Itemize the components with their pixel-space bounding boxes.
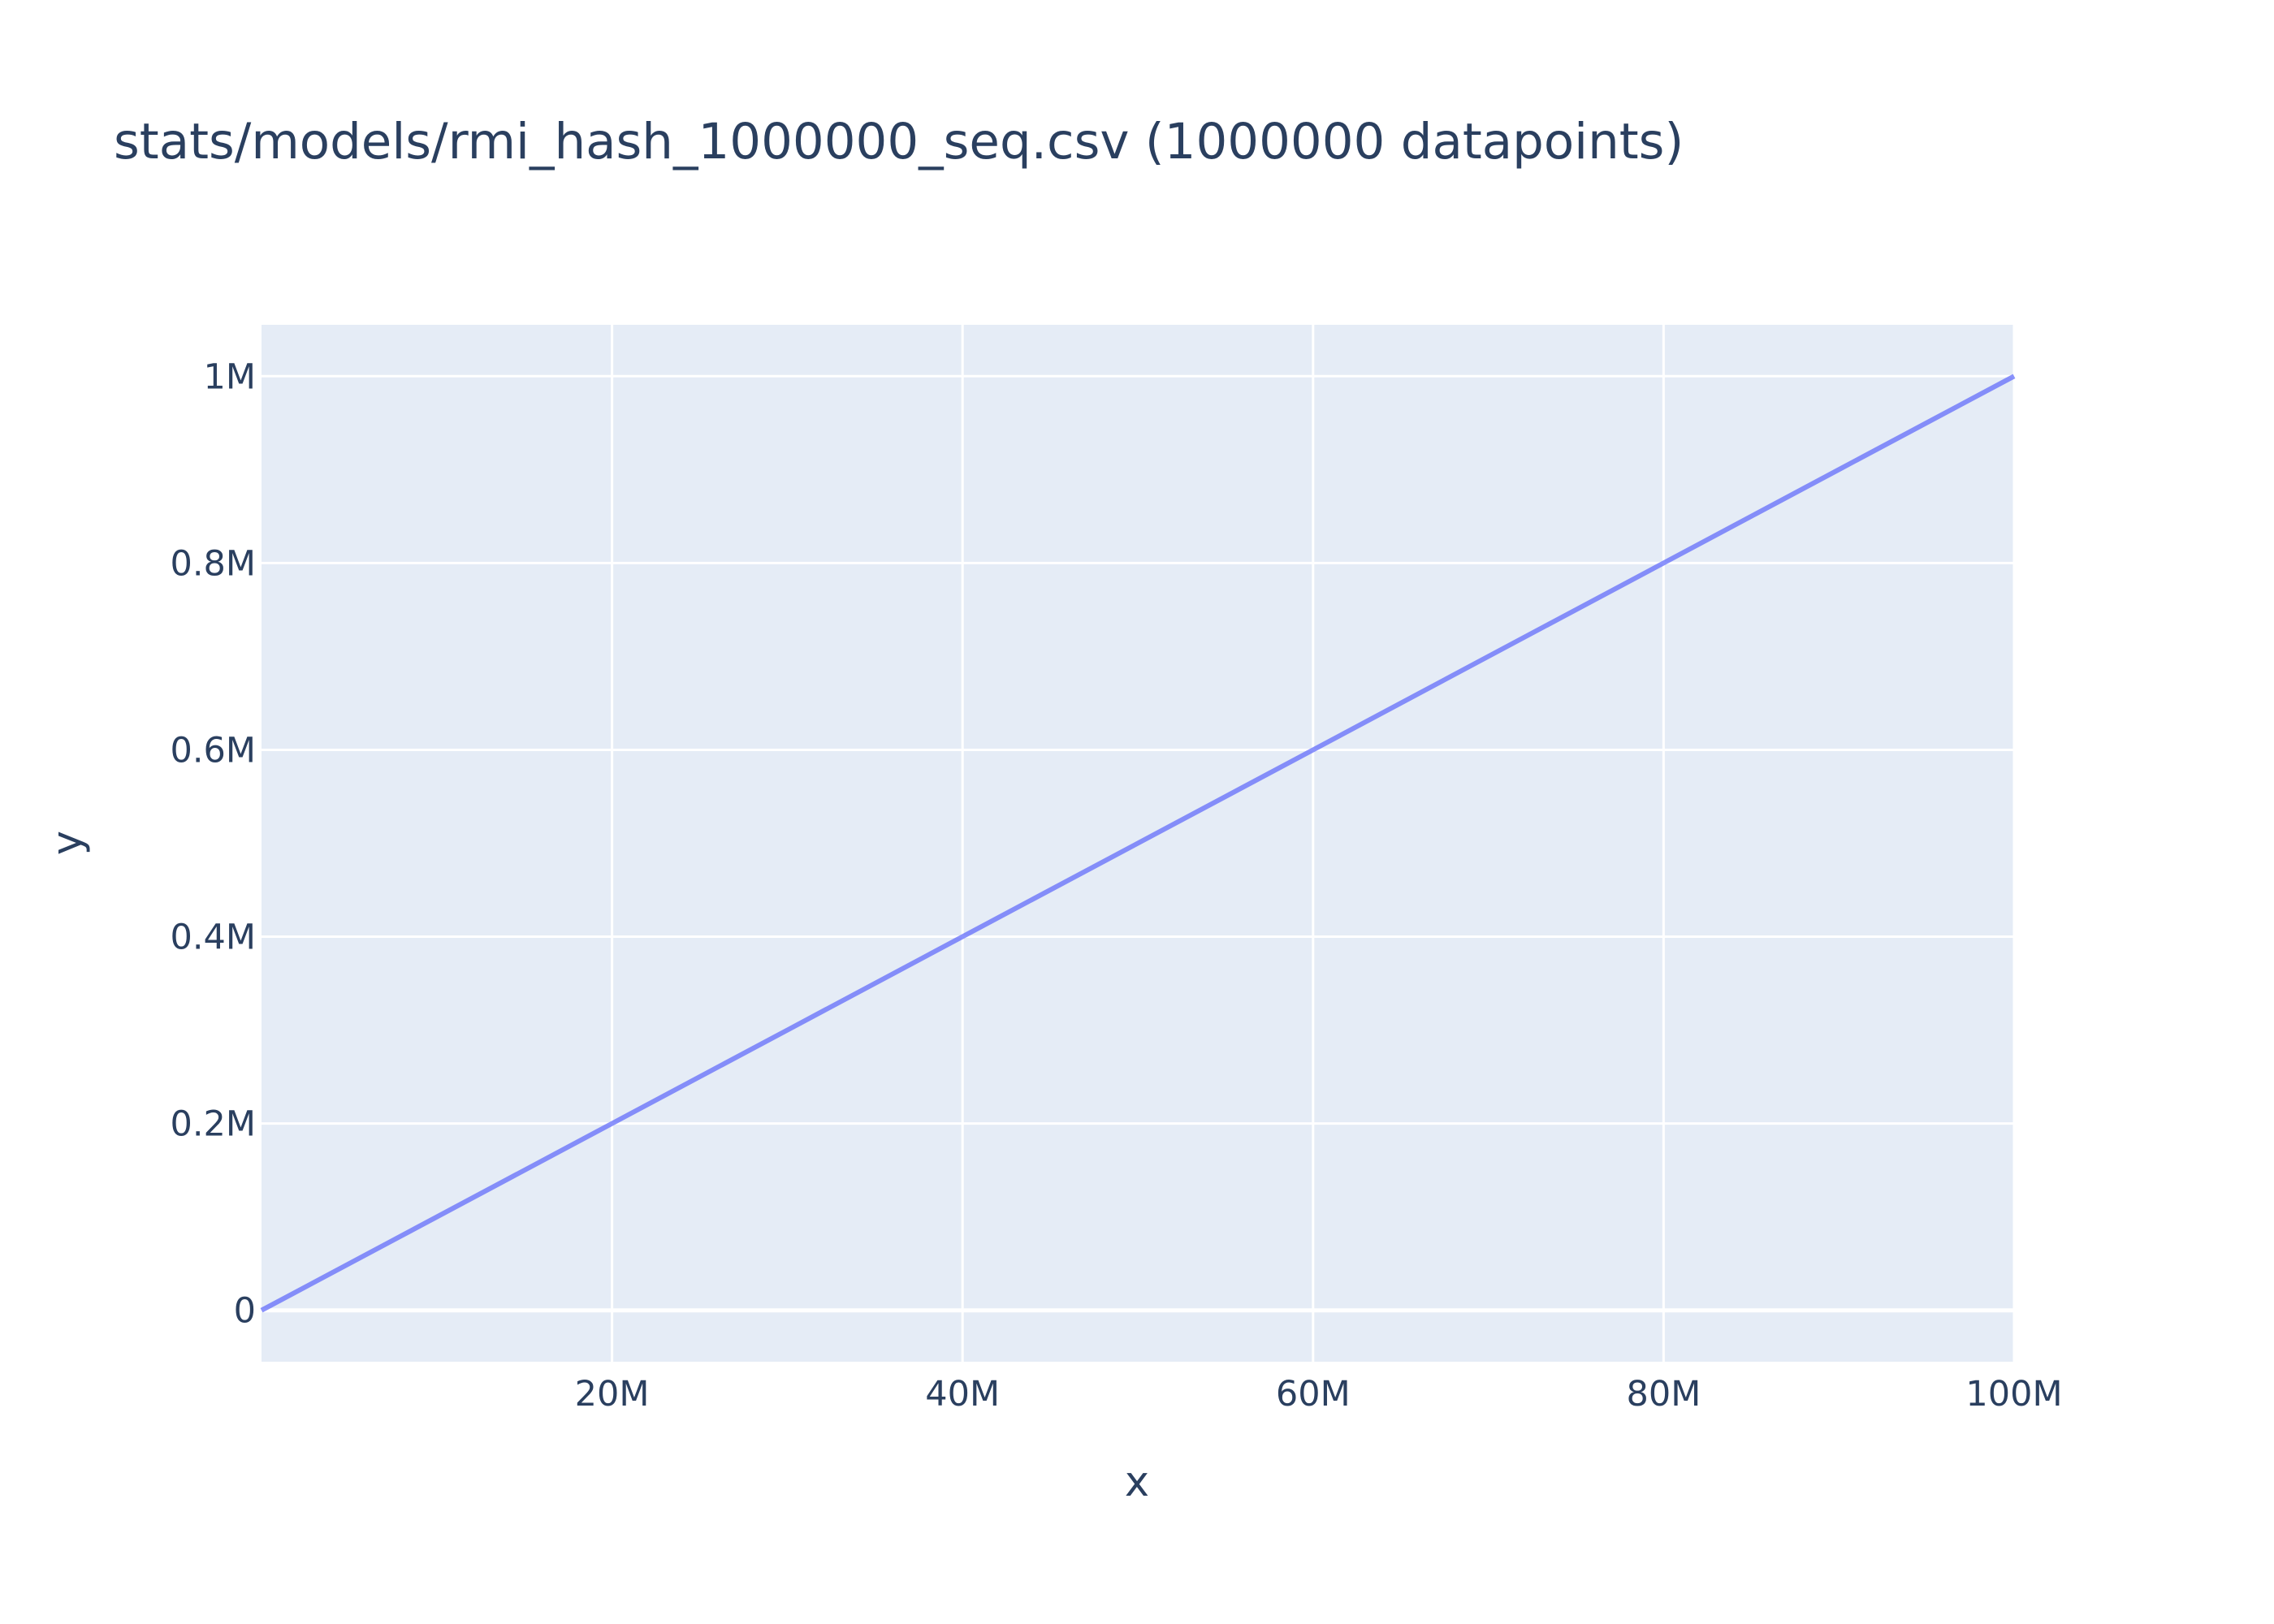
x-tick-label: 100M xyxy=(1965,1374,2062,1415)
y-tick-label: 0.8M xyxy=(171,543,256,584)
series-line xyxy=(260,374,2016,1313)
y-tick-label: 1M xyxy=(204,356,256,397)
y-tick-label: 0 xyxy=(234,1291,256,1332)
x-tick-label: 40M xyxy=(925,1374,1000,1415)
tick-labels: 20M 40M 60M 80M 100M 0 0.2M 0.4M 0.6M 0.8M 1M xyxy=(171,356,2063,1415)
x-tick-label: 60M xyxy=(1276,1374,1351,1415)
grid-lines xyxy=(262,325,2016,1362)
series-layer xyxy=(260,374,2016,1313)
x-axis-title: x xyxy=(1125,1458,1149,1506)
y-axis-title: y xyxy=(44,831,92,855)
y-tick-label: 0.6M xyxy=(171,730,256,771)
x-tick-label: 20M xyxy=(575,1374,650,1415)
chart-title: stats/models/rmi_hash_1000000_seq.csv (1… xyxy=(114,113,1684,171)
y-tick-label: 0.2M xyxy=(171,1104,256,1145)
y-tick-label: 0.4M xyxy=(171,918,256,958)
x-tick-label: 80M xyxy=(1626,1374,1701,1415)
